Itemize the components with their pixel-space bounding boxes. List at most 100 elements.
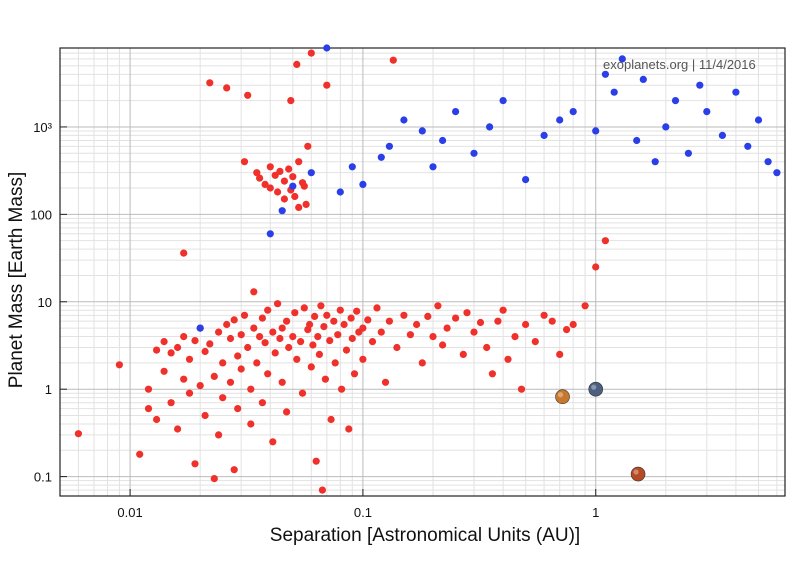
blue-data-point (452, 108, 460, 116)
red-data-point (180, 333, 188, 341)
x-tick-label: 1 (592, 505, 599, 520)
blue-data-point (703, 108, 711, 116)
data-points (74, 44, 781, 494)
earth-icon-disc (588, 381, 604, 397)
red-data-point (226, 378, 235, 386)
red-data-point (413, 320, 421, 329)
red-data-point (244, 343, 252, 352)
blue-data-point (718, 131, 727, 139)
red-data-point (234, 352, 242, 360)
blue-data-point (610, 88, 618, 96)
red-data-point (522, 320, 530, 329)
red-data-point (244, 91, 252, 99)
red-data-point (330, 317, 338, 325)
blue-data-point (671, 97, 680, 105)
red-data-point (215, 431, 223, 439)
blue-data-point (592, 127, 600, 135)
red-data-point (278, 378, 286, 386)
red-data-point (470, 328, 478, 336)
red-data-point (256, 174, 264, 182)
blue-data-point (307, 169, 315, 177)
red-data-point (280, 195, 288, 203)
red-data-point (185, 389, 194, 397)
red-data-point (302, 200, 310, 208)
red-data-point (247, 420, 255, 428)
red-data-point (424, 312, 432, 320)
red-data-point (206, 79, 214, 87)
red-data-point (219, 359, 227, 367)
red-data-point (312, 457, 320, 465)
red-data-point (174, 343, 182, 352)
red-data-point (253, 169, 261, 177)
blue-data-point (377, 153, 385, 161)
blue-data-point (359, 180, 367, 188)
red-data-point (504, 355, 512, 363)
red-data-point (311, 312, 319, 320)
red-data-point (240, 158, 249, 166)
blue-data-point (569, 108, 577, 116)
red-data-point (300, 182, 308, 190)
red-data-point (348, 334, 356, 343)
red-data-point (483, 343, 491, 352)
red-data-point (540, 311, 548, 319)
blue-data-point (651, 158, 659, 166)
red-data-point (406, 331, 414, 339)
red-data-point (180, 249, 188, 257)
y-tick-label: 0.1 (34, 470, 52, 485)
red-data-point (443, 324, 451, 332)
blue-data-point (278, 207, 286, 215)
red-data-point (167, 349, 175, 357)
blue-data-point (684, 149, 693, 157)
red-data-point (298, 389, 307, 397)
blue-data-point (696, 81, 704, 89)
blue-data-point (662, 123, 670, 131)
red-data-point (237, 365, 245, 373)
red-data-point (592, 263, 600, 271)
red-data-point (293, 60, 301, 68)
red-data-point (160, 367, 168, 375)
red-data-point (153, 346, 161, 354)
red-data-point (261, 339, 269, 347)
red-data-point (381, 378, 390, 386)
red-data-point (266, 163, 274, 171)
red-data-point (180, 375, 188, 383)
red-data-point (240, 311, 249, 319)
red-data-point (285, 165, 293, 173)
blue-data-point (470, 149, 478, 157)
red-data-point (223, 320, 231, 329)
red-data-point (327, 415, 335, 424)
red-data-point (276, 334, 284, 343)
red-data-point (153, 415, 161, 424)
blue-data-point (754, 116, 763, 124)
red-data-point (291, 309, 299, 317)
red-data-point (511, 333, 519, 341)
red-data-point (517, 385, 526, 393)
red-data-point (287, 97, 295, 105)
blue-data-point (196, 324, 204, 332)
red-data-point (338, 385, 346, 393)
red-data-point (306, 320, 314, 329)
red-data-point (258, 399, 266, 407)
red-data-point (144, 385, 153, 393)
red-data-point (226, 334, 235, 343)
y-tick-label: 100 (30, 207, 52, 222)
red-data-point (250, 324, 258, 332)
earth-icon-highlight (591, 384, 597, 390)
red-data-point (373, 304, 381, 312)
blue-data-point (323, 44, 331, 52)
red-data-point (74, 430, 82, 438)
red-data-point (210, 372, 218, 380)
red-data-point (353, 307, 361, 315)
blue-data-point (540, 131, 548, 139)
red-data-point (307, 49, 315, 57)
red-data-point (234, 405, 242, 413)
blue-data-point (266, 230, 274, 238)
red-data-point (289, 173, 297, 181)
red-data-point (237, 331, 245, 339)
blue-data-point (336, 188, 344, 196)
red-data-point (321, 375, 329, 383)
venus-icon-disc (555, 389, 570, 405)
red-data-point (318, 486, 326, 494)
red-data-point (196, 382, 204, 390)
red-data-point (434, 302, 442, 310)
